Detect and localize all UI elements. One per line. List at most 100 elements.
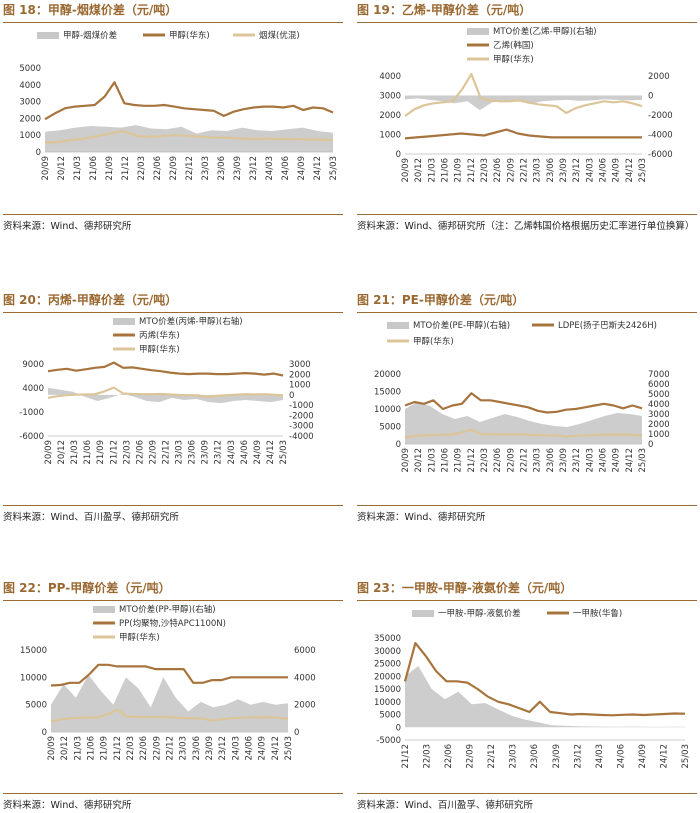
x-tick-label: 22/09: [506, 448, 516, 473]
y2-tick-label: -3000: [289, 422, 314, 432]
legend-swatch-area: [412, 610, 434, 617]
y-tick-label: 3000: [19, 98, 41, 108]
x-tick-label: 20/09: [44, 440, 54, 465]
y2-tick-label: 0: [289, 391, 294, 401]
x-tick-label: 24/03: [595, 744, 605, 769]
y2-tick-label: 3000: [648, 410, 670, 420]
panel-title: 图 19：乙烯-甲醇价差（元/吨）: [357, 0, 697, 23]
x-tick-label: 20/12: [60, 736, 70, 761]
x-tick-label: 24/12: [313, 156, 323, 181]
x-tick-label: 21/09: [105, 156, 115, 181]
x-tick-label: 23/06: [188, 440, 198, 465]
x-tick-label: 24/09: [258, 736, 268, 761]
y2-tick-label: 5000: [648, 390, 670, 400]
series-line: [404, 128, 642, 140]
legend-label: MTO价差(PE-甲醇)(右轴): [413, 320, 510, 331]
x-tick-label: 23/09: [552, 744, 562, 769]
y2-tick-label: 1000: [648, 430, 670, 440]
legend-label: MTO价差(丙烯-甲醇)(右轴): [139, 316, 243, 327]
x-tick-label: 22/09: [506, 158, 516, 183]
x-tick-label: 20/09: [41, 156, 51, 181]
x-tick-label: 23/12: [572, 448, 582, 473]
y-tick-label: -5000: [376, 736, 401, 746]
x-tick-label: 22/06: [444, 744, 454, 769]
series-line: [44, 129, 334, 144]
x-tick-label: 24/09: [612, 448, 622, 473]
x-tick-label: 21/12: [467, 158, 477, 183]
x-tick-label: 21/06: [89, 156, 99, 181]
x-tick-label: 23/09: [233, 156, 243, 181]
series-line: [404, 428, 643, 439]
x-tick-label: 21/09: [100, 736, 110, 761]
y-tick-label: 5000: [25, 701, 47, 711]
x-tick-label: 21/09: [454, 448, 464, 473]
x-tick-label: 22/06: [153, 156, 163, 181]
x-tick-label: 23/03: [533, 448, 543, 473]
legend-label: PP(均聚物,沙特APC1100N): [119, 618, 226, 629]
panel-title: 图 21：PE-甲醇价差（元/吨）: [357, 290, 697, 313]
x-tick-label: 22/03: [423, 744, 433, 769]
y-tick-label: 15000: [374, 685, 401, 695]
series-area: [405, 666, 685, 728]
x-tick-label: 21/06: [441, 158, 451, 183]
x-tick-label: 22/06: [139, 736, 149, 761]
x-tick-label: 21/12: [401, 744, 411, 769]
y-tick-label: 20000: [374, 370, 401, 380]
x-tick-label: 22/06: [493, 448, 503, 473]
x-tick-label: 25/03: [329, 156, 339, 181]
y-tick-label: 0: [36, 148, 41, 158]
y2-tick-label: -1000: [289, 401, 314, 411]
x-tick-label: 20/12: [414, 448, 424, 473]
x-tick-label: 23/09: [201, 440, 211, 465]
x-tick-label: 23/03: [533, 158, 543, 183]
x-tick-label: 24/09: [638, 744, 648, 769]
legend-swatch-area: [387, 322, 409, 329]
x-tick-label: 23/09: [559, 448, 569, 473]
x-tick-label: 23/12: [572, 158, 582, 183]
x-tick-label: 22/06: [135, 440, 145, 465]
x-tick-label: 23/03: [201, 156, 211, 181]
y2-tick-label: 6000: [648, 380, 670, 390]
y-tick-label: 10000: [20, 673, 47, 683]
y-tick-label: 1000: [379, 131, 401, 141]
legend-label: 丙烯(华东): [139, 330, 180, 341]
legend-label: LDPE(扬子巴斯夫2426H): [558, 320, 657, 331]
chart-pe-methanol-spread: MTO价差(PE-甲醇)(右轴) LDPE(扬子巴斯夫2426H) 甲醇(华东) 20…: [374, 320, 670, 473]
y2-tick-label: 7000: [648, 370, 670, 380]
series-line: [44, 81, 334, 121]
x-tick-label: 21/06: [83, 440, 93, 465]
y-tick-label: 35000: [374, 634, 401, 644]
x-tick-label: 22/03: [137, 156, 147, 181]
y-tick-label: 2000: [379, 111, 401, 121]
legend-swatch-area: [93, 606, 115, 613]
series-line: [404, 392, 643, 414]
x-tick-label: 24/03: [227, 440, 237, 465]
chart-propylene-methanol-spread: MTO价差(丙烯-甲醇)(右轴) 丙烯(华东) 甲醇(华东) 9000 4000 -100…: [19, 316, 314, 465]
source-note: 资料来源：Wind、百川盈孚、德邦研究所: [357, 793, 697, 811]
legend-label: 乙烯(韩国): [493, 40, 534, 51]
y-tick-label: 2000: [19, 114, 41, 124]
source-note: 资料来源：Wind、德邦研究所: [3, 214, 343, 232]
y2-tick-label: 2000: [294, 701, 316, 711]
x-tick-label: 20/09: [401, 448, 411, 473]
x-tick-label: 21/12: [109, 440, 119, 465]
x-tick-label: 24/06: [281, 156, 291, 181]
y-tick-label: 4000: [22, 384, 44, 394]
legend-label: 甲醇(华东): [413, 336, 454, 347]
x-tick-label: 23/03: [179, 736, 189, 761]
x-tick-label: 23/12: [218, 736, 228, 761]
series-area: [405, 95, 642, 111]
legend-label: MTO价差(PP-甲醇)(右轴): [119, 604, 216, 615]
y2-tick-label: -6000: [648, 150, 673, 160]
panel-title: 图 22：PP-甲醇价差（元/吨）: [3, 578, 343, 601]
source-note: 资料来源：Wind、德邦研究所（注：乙烯韩国价格根据历史汇率进行单位换算）: [357, 214, 697, 232]
series-area: [48, 387, 283, 404]
chart-pp-methanol-spread: MTO价差(PP-甲醇)(右轴) PP(均聚物,沙特APC1100N) 甲醇(华东)…: [20, 604, 316, 761]
x-tick-label: 21/03: [73, 736, 83, 761]
x-tick-label: 22/03: [480, 448, 490, 473]
source-note: 资料来源：Wind、德邦研究所: [3, 793, 343, 811]
y-tick-label: 10000: [374, 698, 401, 708]
x-tick-label: 21/12: [121, 156, 131, 181]
legend-label: 甲醇(华东): [139, 344, 180, 355]
y2-tick-label: 0: [648, 92, 653, 102]
